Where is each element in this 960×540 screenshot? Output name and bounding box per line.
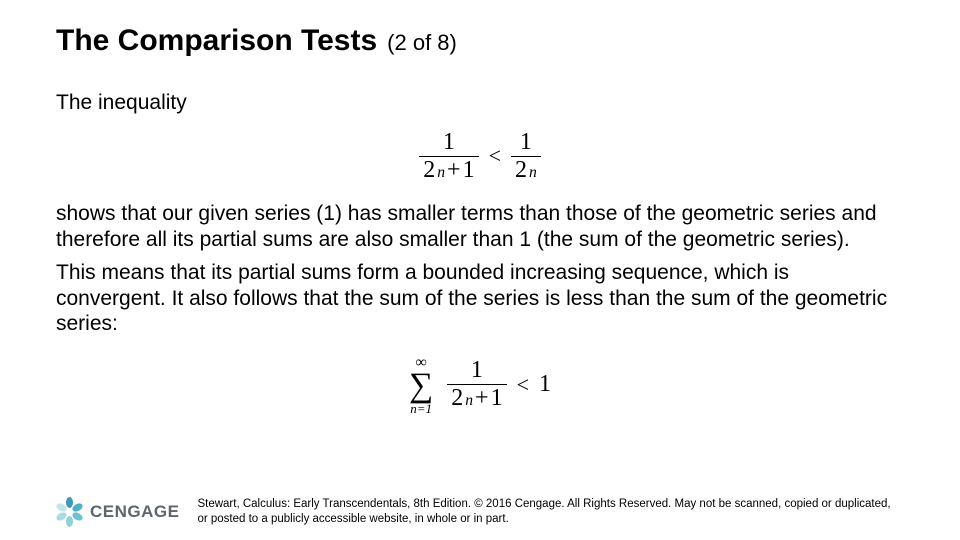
fraction-right: 1 2n xyxy=(511,130,541,183)
fraction-left: 1 2n + 1 xyxy=(419,130,478,183)
den-plus: + xyxy=(447,158,461,183)
den-base: 2 xyxy=(423,158,435,183)
logo-mark-icon xyxy=(56,498,84,526)
den-plus: + xyxy=(475,386,489,411)
sum-lower: n=1 xyxy=(410,402,432,415)
copyright-text: Stewart, Calculus: Early Transcendentals… xyxy=(197,497,897,526)
formula-1: 1 2n + 1 < 1 2n xyxy=(419,130,541,183)
formula-2-wrap: ∞ ∑ n=1 1 2n + 1 < 1 xyxy=(56,355,904,415)
formula-1-wrap: 1 2n + 1 < 1 2n xyxy=(56,130,904,183)
slide-title: The Comparison Tests xyxy=(56,24,377,58)
title-row: The Comparison Tests (2 of 8) xyxy=(56,24,904,58)
den-one: 1 xyxy=(491,386,503,411)
fraction-right-num: 1 xyxy=(516,130,536,155)
cengage-logo: CENGAGE xyxy=(56,498,179,526)
footer: CENGAGE Stewart, Calculus: Early Transce… xyxy=(56,497,930,526)
fraction-sum: 1 2n + 1 xyxy=(447,358,506,411)
den-exp: n xyxy=(465,393,473,409)
paragraph-3: This means that its partial sums form a … xyxy=(56,260,904,337)
slide-pager: (2 of 8) xyxy=(387,30,457,56)
fraction-right-den: 2n xyxy=(511,158,541,183)
formula-2: ∞ ∑ n=1 1 2n + 1 < 1 xyxy=(409,355,551,415)
den-base: 2 xyxy=(451,386,463,411)
slide: The Comparison Tests (2 of 8) The inequa… xyxy=(0,0,960,540)
rhs-one: 1 xyxy=(539,371,551,398)
less-than: < xyxy=(517,372,529,398)
fraction-sum-num: 1 xyxy=(467,358,487,383)
den-base: 2 xyxy=(515,158,527,183)
paragraph-1: The inequality xyxy=(56,90,904,116)
summation: ∞ ∑ n=1 xyxy=(409,355,433,415)
fraction-sum-den: 2n + 1 xyxy=(447,386,506,411)
fraction-left-den: 2n + 1 xyxy=(419,158,478,183)
paragraph-2: shows that our given series (1) has smal… xyxy=(56,201,904,252)
den-exp: n xyxy=(529,165,537,181)
sum-symbol: ∑ xyxy=(409,371,433,402)
petal-icon xyxy=(66,516,73,527)
less-than: < xyxy=(489,143,501,169)
den-exp: n xyxy=(437,165,445,181)
den-one: 1 xyxy=(463,158,475,183)
fraction-left-num: 1 xyxy=(439,130,459,155)
logo-text: CENGAGE xyxy=(90,502,179,522)
